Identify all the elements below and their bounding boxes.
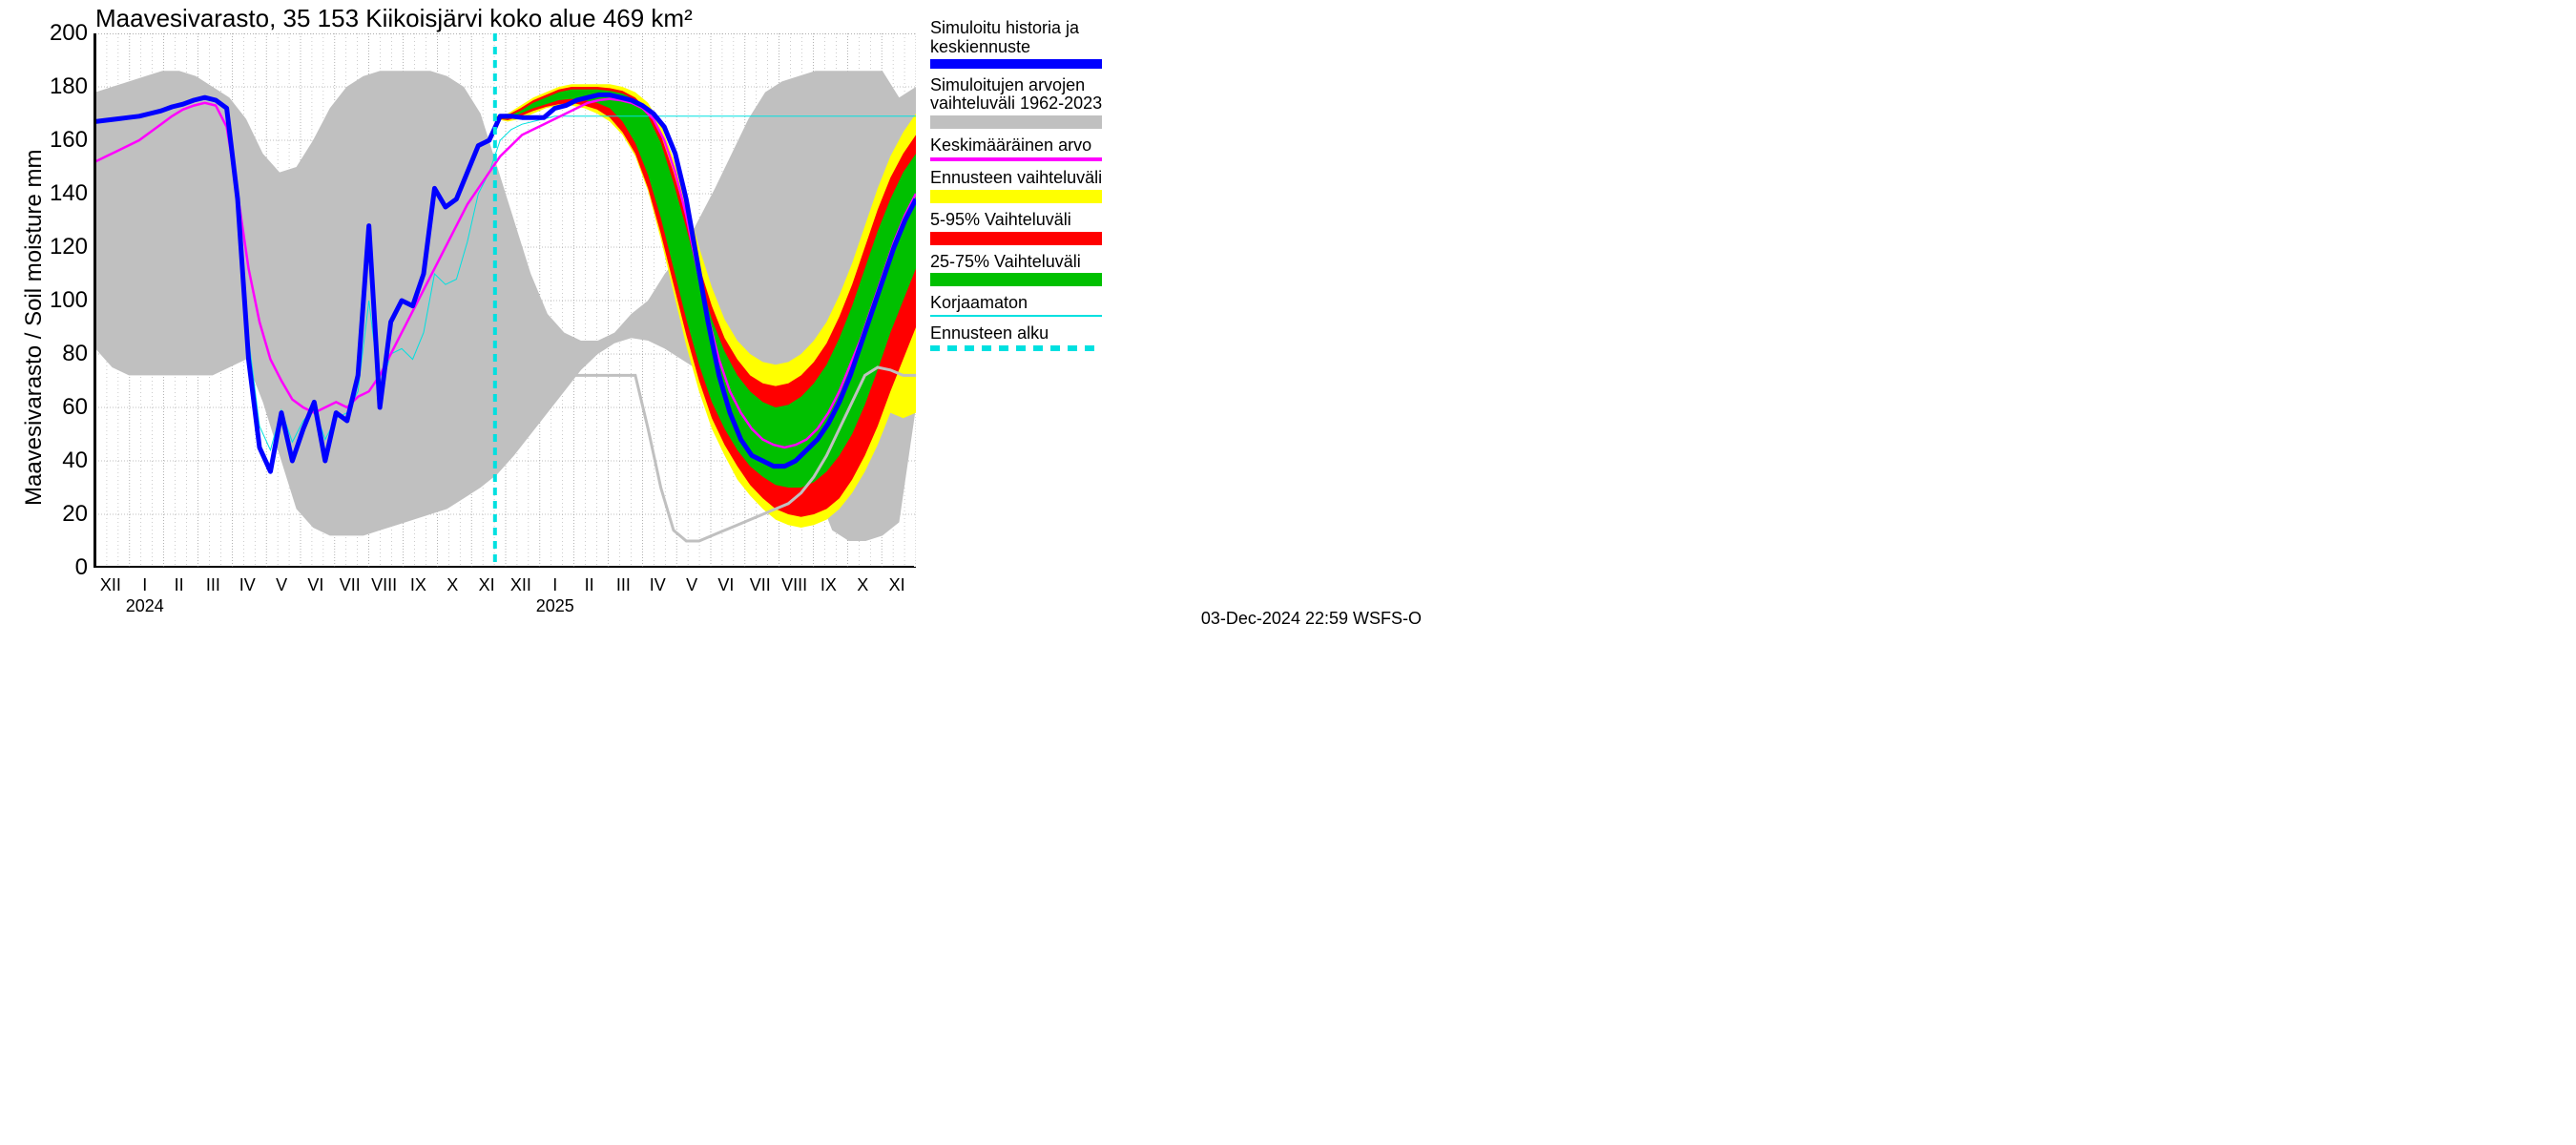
legend-swatch (930, 273, 1102, 286)
x-tick: IX (809, 575, 847, 595)
x-tick: III (604, 575, 642, 595)
legend-label: 25-75% Vaihteluväli (930, 253, 1121, 272)
legend-swatch (930, 190, 1102, 203)
y-tick: 100 (42, 287, 88, 314)
legend-swatch (930, 345, 1102, 351)
y-tick: 180 (42, 73, 88, 100)
legend-swatch (930, 315, 1102, 317)
x-tick: VI (297, 575, 335, 595)
legend-item: Simuloitu historia ja keskiennuste (930, 19, 1121, 69)
x-tick: II (571, 575, 609, 595)
x-tick: XI (467, 575, 506, 595)
plot-area (93, 33, 914, 568)
x-tick: IX (399, 575, 437, 595)
legend-label: Ennusteen alku (930, 324, 1121, 344)
timestamp-label: 03-Dec-2024 22:59 WSFS-O (1201, 609, 1422, 629)
x-tick: VII (741, 575, 779, 595)
year-label-2: 2025 (536, 596, 574, 616)
x-tick: VIII (365, 575, 404, 595)
x-tick: IV (228, 575, 266, 595)
legend-swatch (930, 115, 1102, 129)
legend-label: 5-95% Vaihteluväli (930, 211, 1121, 230)
y-tick: 80 (42, 341, 88, 367)
legend-item: Ennusteen alku (930, 324, 1121, 351)
x-tick: XI (878, 575, 916, 595)
legend-item: 25-75% Vaihteluväli (930, 253, 1121, 287)
legend-label: Ennusteen vaihteluväli (930, 169, 1121, 188)
y-tick: 160 (42, 127, 88, 154)
x-tick: VI (707, 575, 745, 595)
x-tick: X (433, 575, 471, 595)
x-tick: V (262, 575, 301, 595)
x-tick: V (673, 575, 711, 595)
legend-swatch (930, 59, 1102, 69)
legend: Simuloitu historia ja keskiennuste Simulo… (930, 19, 1121, 359)
legend-item: Korjaamaton (930, 294, 1121, 317)
legend-item: Keskimääräinen arvo (930, 136, 1121, 161)
x-tick: I (536, 575, 574, 595)
legend-swatch (930, 157, 1102, 161)
y-tick: 40 (42, 448, 88, 474)
x-tick: II (160, 575, 198, 595)
x-tick: VIII (776, 575, 814, 595)
x-tick: XII (92, 575, 130, 595)
y-tick: 0 (42, 554, 88, 581)
chart-title: Maavesivarasto, 35 153 Kiikoisjärvi koko… (95, 4, 693, 33)
legend-label: Simuloitujen arvojen vaihteluväli 1962-2… (930, 76, 1121, 114)
x-tick: XII (502, 575, 540, 595)
y-tick: 120 (42, 234, 88, 260)
x-tick: I (126, 575, 164, 595)
legend-label: Keskimääräinen arvo (930, 136, 1121, 156)
legend-label: Korjaamaton (930, 294, 1121, 313)
year-label-1: 2024 (126, 596, 164, 616)
chart-container: Maavesivarasto, 35 153 Kiikoisjärvi koko… (0, 0, 1431, 636)
legend-item: 5-95% Vaihteluväli (930, 211, 1121, 245)
legend-swatch (930, 232, 1102, 245)
legend-item: Simuloitujen arvojen vaihteluväli 1962-2… (930, 76, 1121, 130)
x-tick: IV (638, 575, 676, 595)
legend-label: Simuloitu historia ja keskiennuste (930, 19, 1121, 57)
y-tick: 200 (42, 20, 88, 47)
y-tick: 20 (42, 501, 88, 528)
plot-svg (95, 33, 916, 568)
legend-item: Ennusteen vaihteluväli (930, 169, 1121, 203)
y-tick: 60 (42, 394, 88, 421)
x-tick: III (194, 575, 232, 595)
x-tick: VII (331, 575, 369, 595)
y-tick: 140 (42, 180, 88, 207)
x-tick: X (843, 575, 882, 595)
